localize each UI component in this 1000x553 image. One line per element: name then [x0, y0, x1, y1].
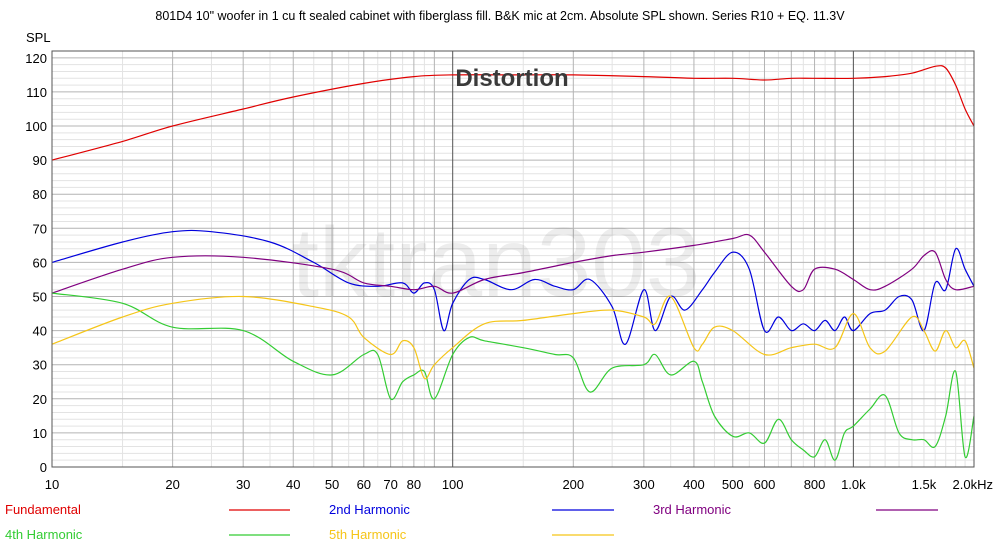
x-tick-label: 500 [722, 477, 744, 492]
series-line-4th-harmonic [51, 292, 975, 461]
distortion-annotation: Distortion [455, 65, 568, 92]
y-tick-label: 100 [25, 119, 47, 134]
series-line-fundamental [51, 65, 975, 161]
y-tick-label: 30 [33, 358, 47, 373]
x-tick-label: 30 [236, 477, 250, 492]
watermark: tktran303 [292, 207, 701, 317]
y-tick-label: 80 [33, 187, 47, 202]
y-tick-label: 50 [33, 290, 47, 305]
series-line-2nd-harmonic [51, 229, 975, 345]
x-tick-label: 20 [165, 477, 179, 492]
x-tick-labels: 10 20 30 40 50 60 70 80 100 200 300 400 500 600 800 1.0… [45, 477, 993, 492]
legend-label-4th-harmonic: 4th Harmonic [5, 527, 83, 542]
y-tick-label: 90 [33, 153, 47, 168]
x-tick-label: 100 [442, 477, 464, 492]
y-tick-labels: 0 10 20 30 40 50 60 70 80 90 100 110 120 [25, 51, 47, 475]
series-line-5th-harmonic [51, 295, 975, 380]
series-line-3rd-harmonic [51, 233, 975, 294]
x-tick-label: 60 [357, 477, 371, 492]
y-tick-label: 40 [33, 324, 47, 339]
x-tick-label: 50 [325, 477, 339, 492]
y-tick-label: 10 [33, 426, 47, 441]
x-tick-label: 600 [754, 477, 776, 492]
minor-grid [52, 51, 975, 467]
y-tick-label: 20 [33, 392, 47, 407]
x-tick-label: 40 [286, 477, 300, 492]
x-tick-label: 300 [633, 477, 655, 492]
y-tick-label: 110 [26, 85, 47, 100]
y-tick-label: 120 [25, 51, 47, 66]
x-tick-label: 200 [562, 477, 584, 492]
x-tick-label: 10 [45, 477, 59, 492]
x-tick-label: 400 [683, 477, 705, 492]
x-tick-label: 80 [407, 477, 421, 492]
y-axis-label: SPL [26, 30, 51, 45]
legend-label-2nd-harmonic: 2nd Harmonic [329, 502, 410, 517]
series-layer [51, 65, 975, 461]
legend-label-3rd-harmonic: 3rd Harmonic [653, 502, 732, 517]
x-tick-label: 800 [804, 477, 826, 492]
y-tick-label: 60 [33, 255, 47, 270]
legend-label-fundamental: Fundamental [5, 502, 81, 517]
legend-label-5th-harmonic: 5th Harmonic [329, 527, 407, 542]
x-tick-label: 2.0kHz [953, 477, 993, 492]
plot-frame [51, 50, 975, 468]
x-tick-label: 1.0k [841, 477, 866, 492]
y-tick-label: 0 [40, 460, 47, 475]
y-tick-label: 70 [33, 221, 47, 236]
chart-title: 801D4 10" woofer in 1 cu ft sealed cabin… [155, 9, 845, 23]
x-tick-label: 1.5k [912, 477, 937, 492]
legend: Fundamental 2nd Harmonic 3rd Harmonic 4th H… [5, 502, 938, 542]
x-tick-label: 70 [383, 477, 397, 492]
